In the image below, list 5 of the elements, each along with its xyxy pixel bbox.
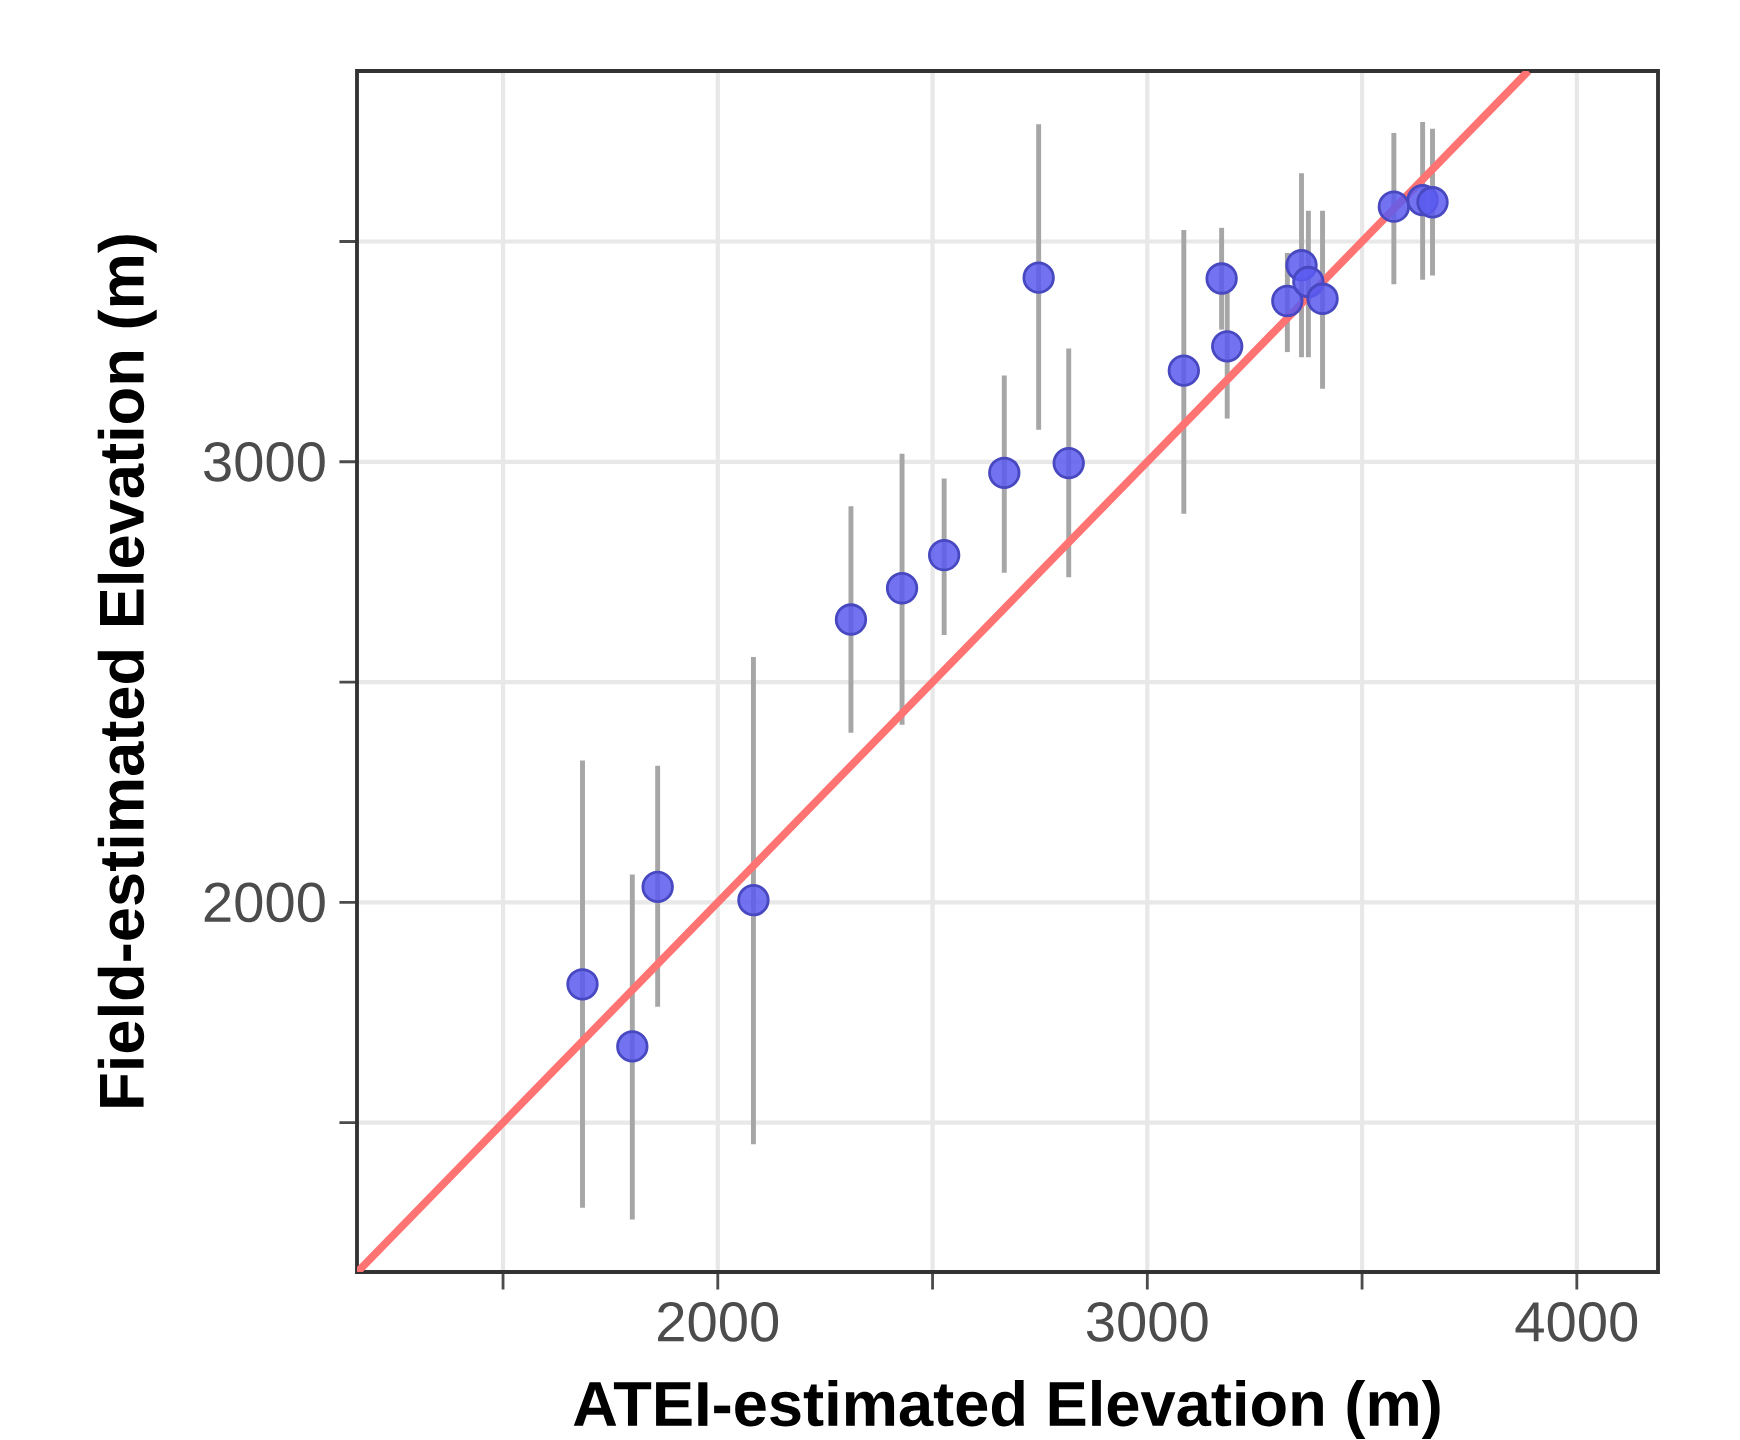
x-axis-title: ATEI-estimated Elevation (m) — [573, 1379, 1440, 1439]
x-tick-label: 2000 — [658, 1302, 779, 1342]
y-axis-title: Field-estimated Elevation (m) — [97, 235, 157, 1107]
x-tick-label: 3000 — [1086, 1302, 1208, 1342]
x-tick-label: 4000 — [1515, 1302, 1638, 1342]
